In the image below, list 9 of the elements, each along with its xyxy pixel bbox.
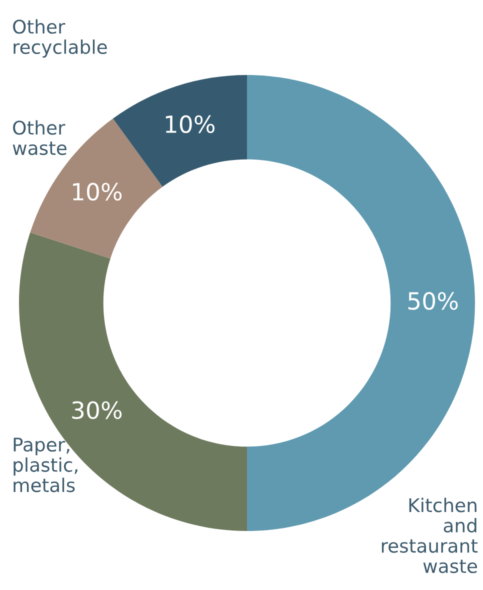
data-label: 50% — [408, 292, 458, 310]
slice-label: Kitchen and restaurant waste — [382, 498, 478, 574]
data-label: 30% — [72, 401, 122, 420]
slice-label: Other recyclable — [13, 19, 107, 58]
data-label: 10% — [166, 115, 215, 134]
data-label: 10% — [73, 182, 122, 201]
donut-slice — [247, 75, 475, 531]
slice-label: Other waste — [12, 120, 66, 156]
slice-label: Paper, plastic, metals — [14, 438, 78, 492]
